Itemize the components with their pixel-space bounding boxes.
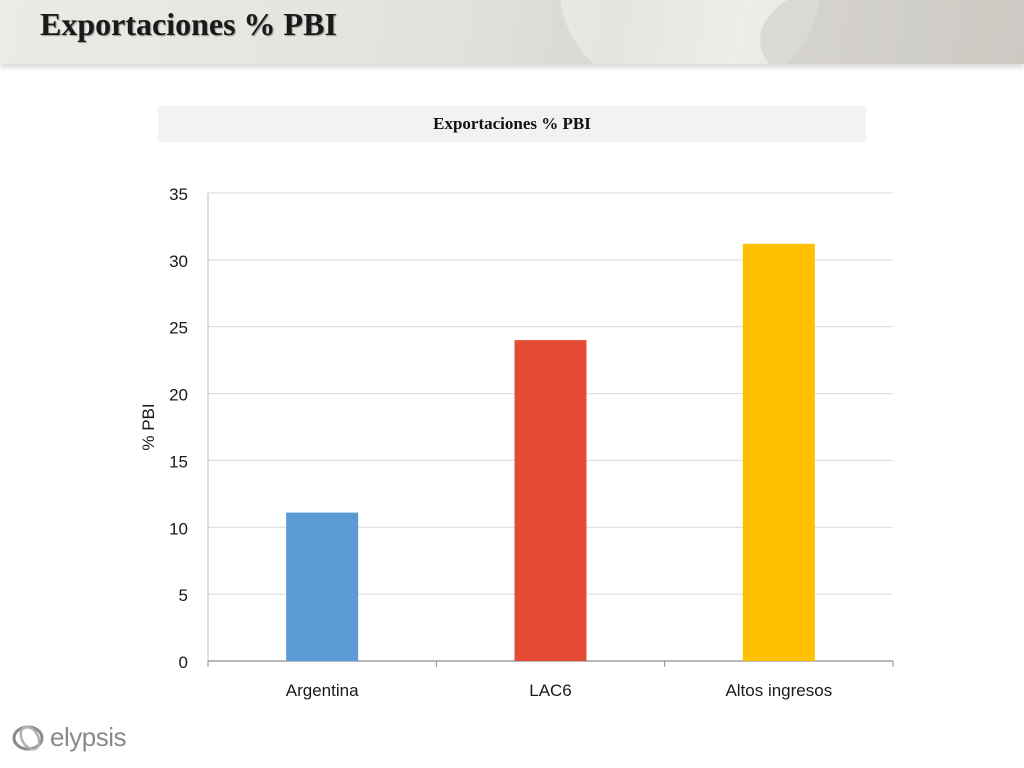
y-tick-label: 0 [179, 653, 188, 672]
chart-title: Exportaciones % PBI [433, 114, 591, 133]
y-tick-label: 35 [169, 185, 188, 204]
bar-lac6 [514, 340, 587, 661]
x-tick-label: Altos ingresos [725, 681, 832, 700]
elypsis-logo-icon [12, 725, 44, 750]
slide-header [0, 0, 1024, 64]
logo-text: elypsis [50, 722, 126, 752]
x-tick-label: Argentina [286, 681, 359, 700]
y-tick-label: 5 [179, 586, 188, 605]
x-tick-label: LAC6 [529, 681, 572, 700]
elypsis-logo: elypsis [12, 722, 126, 753]
y-tick-label: 25 [169, 319, 188, 338]
header-decoration [560, 0, 820, 64]
y-axis-label: % PBI [139, 403, 158, 450]
chart-title-bar: Exportaciones % PBI [158, 106, 866, 142]
y-tick-label: 20 [169, 386, 188, 405]
y-tick-label: 15 [169, 452, 188, 471]
bar-altos-ingresos [742, 243, 815, 661]
y-tick-label: 10 [169, 519, 188, 538]
bar-argentina [286, 512, 359, 661]
page-title: Exportaciones % PBI [40, 6, 337, 42]
y-tick-label: 30 [169, 252, 188, 271]
header-decoration [760, 0, 1024, 64]
